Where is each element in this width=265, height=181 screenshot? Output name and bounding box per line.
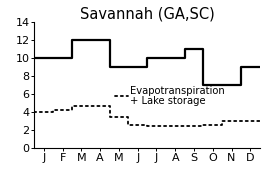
Title: Savannah (GA,SC): Savannah (GA,SC) [80,7,214,22]
Text: + Lake storage: + Lake storage [130,96,206,106]
Text: Evapotranspiration: Evapotranspiration [130,85,225,96]
